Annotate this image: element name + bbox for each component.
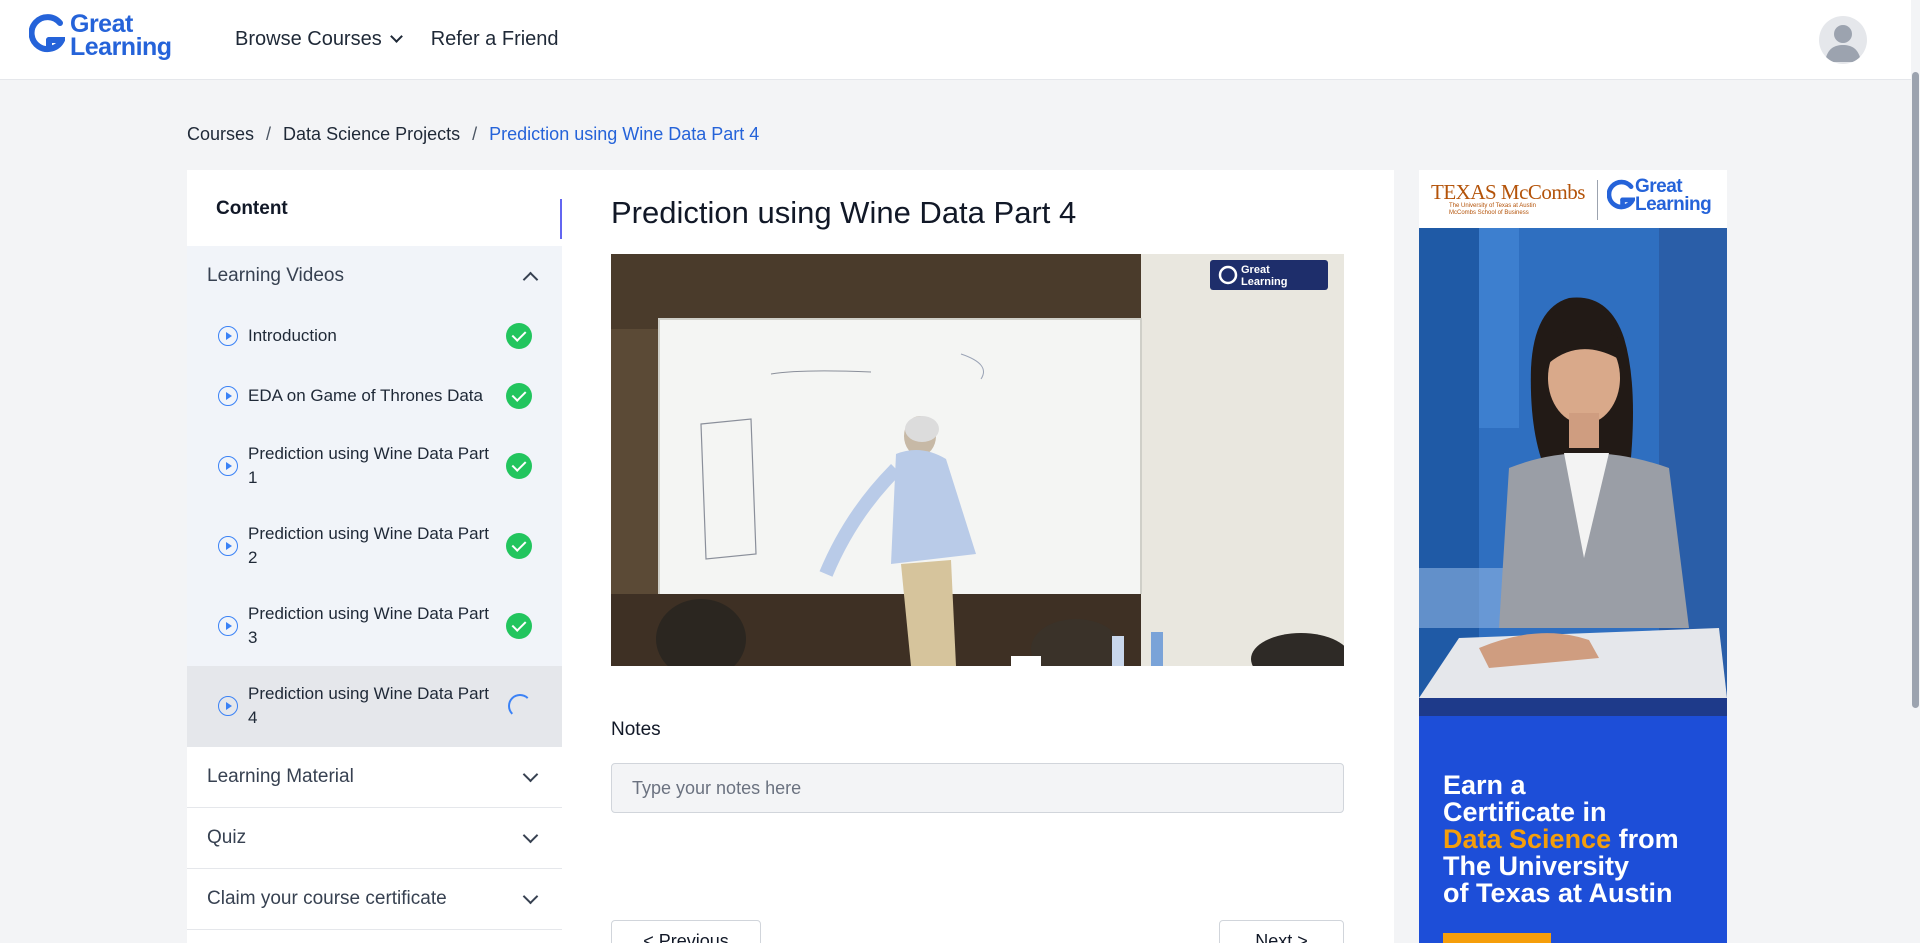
breadcrumb-data-science-projects[interactable]: Data Science Projects [283, 124, 461, 144]
section-quiz[interactable]: Quiz [187, 808, 562, 869]
promo-photo-image [1419, 228, 1727, 698]
video-title: Prediction using Wine Data Part 1 [248, 444, 489, 487]
promo-photo [1419, 228, 1727, 698]
check-circle-icon [506, 383, 532, 409]
texas-mccombs-sub-1: The University of Texas at Austin [1449, 203, 1536, 209]
user-icon [1825, 25, 1861, 62]
breadcrumb-separator: / [266, 124, 272, 144]
breadcrumb-separator: / [472, 124, 478, 144]
browse-courses-label: Browse Courses [235, 28, 382, 50]
video-item-wine-part-1[interactable]: Prediction using Wine Data Part 1 [187, 426, 562, 506]
play-circle-icon [218, 536, 238, 556]
play-circle-icon [218, 616, 238, 636]
video-title: Introduction [248, 326, 337, 345]
video-title: Prediction using Wine Data Part 2 [248, 524, 489, 567]
section-label: Claim your course certificate [207, 888, 447, 909]
video-item-eda-game-of-thrones[interactable]: EDA on Game of Thrones Data [187, 366, 562, 426]
chevron-down-icon [522, 827, 539, 843]
promo-line-1: Earn a [1443, 770, 1526, 800]
breadcrumb-courses[interactable]: Courses [187, 124, 255, 144]
page-title: Prediction using Wine Data Part 4 [611, 195, 1077, 230]
section-label: Quiz [207, 827, 247, 848]
great-learning-logo[interactable]: Great Learning [29, 10, 179, 61]
section-learning-material-toggle[interactable]: Learning Material [187, 747, 562, 807]
promo-great-learning-logo: Great Learning [1606, 177, 1712, 218]
main-nav: Browse Courses Refer a Friend [235, 28, 559, 51]
promo-text: Earn a Certificate in Data Science from … [1443, 772, 1723, 907]
check-circle-icon [506, 533, 532, 559]
promo-highlight: Data Science [1443, 824, 1612, 854]
check-circle-icon [506, 613, 532, 639]
section-learning-videos: Learning Videos Introduction EDA on Game… [187, 246, 562, 747]
promo-line-4: The University [1443, 851, 1630, 881]
promo-banner-header: TEXAS McCombs The University of Texas at… [1419, 170, 1727, 228]
promo-cta-button[interactable] [1443, 933, 1551, 943]
breadcrumb: Courses / Data Science Projects / Predic… [187, 124, 759, 145]
check-circle-icon [506, 453, 532, 479]
section-learning-videos-toggle[interactable]: Learning Videos [187, 246, 562, 306]
great-learning-logo-icon [1606, 179, 1637, 210]
promo-line-3-rest: from [1611, 824, 1679, 854]
chevron-down-icon [389, 30, 403, 43]
video-item-wine-part-2[interactable]: Prediction using Wine Data Part 2 [187, 506, 562, 586]
loading-spinner-icon [508, 694, 532, 718]
video-frame-image: Great Learning [611, 254, 1344, 666]
main-content: Prediction using Wine Data Part 4 [562, 170, 1394, 943]
previous-button[interactable]: < Previous [611, 920, 761, 943]
breadcrumb-current[interactable]: Prediction using Wine Data Part 4 [489, 124, 760, 144]
logo-divider [1597, 180, 1598, 220]
play-circle-icon [218, 326, 238, 346]
promo-line-5: of Texas at Austin [1443, 878, 1673, 908]
video-list: Introduction EDA on Game of Thrones Data… [187, 306, 562, 746]
promo-line-2: Certificate in [1443, 797, 1607, 827]
user-avatar[interactable] [1819, 16, 1867, 64]
page-scrollbar-thumb[interactable] [1912, 72, 1919, 708]
notes-label: Notes [611, 719, 661, 740]
video-title: Prediction using Wine Data Part 4 [248, 684, 489, 727]
refer-a-friend-label: Refer a Friend [430, 28, 559, 50]
section-claim-certificate-toggle[interactable]: Claim your course certificate [187, 869, 562, 929]
refer-a-friend-link[interactable]: Refer a Friend [431, 28, 559, 51]
play-circle-icon [218, 386, 238, 406]
check-circle-icon [506, 323, 532, 349]
texas-mccombs-sub-2: McCombs School of Business [1449, 210, 1529, 216]
texas-mccombs-logo: TEXAS McCombs [1431, 180, 1585, 204]
promo-logo-learning: Learning [1635, 194, 1712, 215]
section-label: Learning Material [207, 766, 354, 787]
next-button[interactable]: Next > [1219, 920, 1344, 943]
notes-input[interactable] [611, 763, 1344, 813]
promo-band [1419, 698, 1727, 716]
section-learning-material[interactable]: Learning Material [187, 747, 562, 808]
logo-text-great: Great [70, 10, 133, 38]
chevron-down-icon [522, 766, 539, 782]
great-learning-logo-icon [29, 14, 65, 53]
promo-banner[interactable]: TEXAS McCombs The University of Texas at… [1419, 170, 1727, 943]
play-circle-icon [218, 456, 238, 476]
browse-courses-menu[interactable]: Browse Courses [235, 28, 403, 51]
section-claim-certificate[interactable]: Claim your course certificate [187, 869, 562, 930]
top-header: Great Learning Browse Courses Refer a Fr… [0, 0, 1920, 80]
video-title: Prediction using Wine Data Part 3 [248, 604, 489, 647]
section-label: Learning Videos [207, 265, 344, 286]
logo-text-learning: Learning [70, 33, 172, 61]
video-watermark-learning: Learning [1241, 276, 1287, 288]
video-watermark-great: Great [1241, 264, 1270, 276]
chevron-up-icon [522, 271, 539, 287]
video-player[interactable]: Great Learning [611, 254, 1344, 666]
video-title: EDA on Game of Thrones Data [248, 386, 483, 405]
video-item-wine-part-3[interactable]: Prediction using Wine Data Part 3 [187, 586, 562, 666]
chevron-down-icon [522, 888, 539, 904]
sidebar-heading: Content [216, 198, 288, 219]
section-quiz-toggle[interactable]: Quiz [187, 808, 562, 868]
play-circle-icon [218, 696, 238, 716]
content-sidebar: Content Learning Videos Introduction EDA… [187, 170, 562, 943]
promo-logo-great: Great [1635, 176, 1683, 197]
video-item-introduction[interactable]: Introduction [187, 306, 562, 366]
video-item-wine-part-4[interactable]: Prediction using Wine Data Part 4 [187, 666, 562, 746]
